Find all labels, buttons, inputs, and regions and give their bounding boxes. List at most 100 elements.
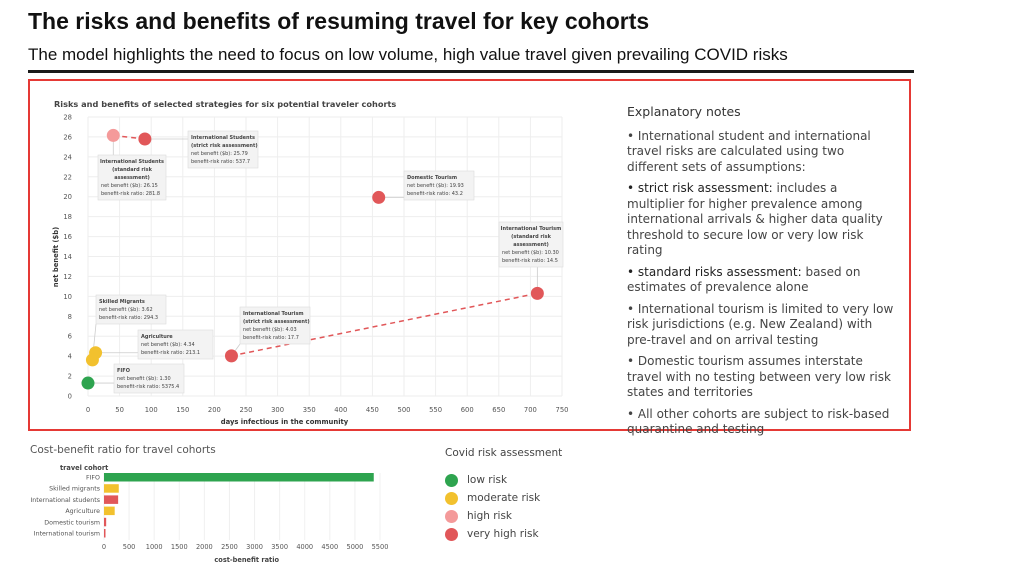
scatter-point	[372, 190, 386, 204]
note-3-text: based on estimates of prevalence alone	[627, 264, 861, 295]
callout-box	[113, 363, 185, 394]
y-tick-label: 26	[63, 133, 72, 141]
x-tick-label: 500	[398, 406, 411, 414]
x-tick-label: 0	[86, 406, 90, 414]
bar-category-label: FIFO	[86, 475, 100, 482]
y-tick-label: 8	[68, 313, 72, 321]
bar-category-label: International students	[30, 497, 100, 504]
callout-text: (strict risk assessment)	[191, 143, 258, 149]
callout-text: benefit-risk ratio: 213.1	[141, 350, 200, 356]
bar-tick-label: 3000	[246, 543, 263, 551]
risk-legend: Covid risk assessment low risk moderate …	[445, 447, 562, 543]
legend-title: Covid risk assessment	[445, 447, 563, 459]
bar-tick-label: 1500	[171, 543, 188, 551]
bar-tick-label: 3500	[271, 543, 288, 551]
note-6: • All other cohorts are subject to risk-…	[627, 406, 890, 437]
bar-x-axis-label: cost-benefit ratio	[214, 556, 279, 564]
callout-box	[239, 306, 311, 345]
note-4: • International tourism is limited to ve…	[627, 301, 894, 347]
legend-label: low risk	[467, 474, 508, 486]
callout-text: (standard risk	[112, 167, 152, 173]
bar-category-label: Domestic tourism	[44, 519, 100, 526]
legend-swatch	[445, 527, 458, 541]
bar-tick-label: 1000	[146, 543, 163, 551]
y-tick-label: 10	[63, 293, 72, 301]
x-tick-label: 150	[176, 406, 189, 414]
y-tick-label: 28	[63, 114, 72, 122]
y-tick-label: 18	[63, 213, 72, 221]
legend-swatch	[445, 491, 458, 505]
callout-text: benefit-risk ratio: 17.7	[243, 335, 299, 341]
bar	[104, 506, 115, 516]
callout-text: assessment)	[513, 242, 549, 248]
x-tick-label: 700	[524, 406, 537, 414]
x-tick-label: 650	[492, 406, 505, 414]
legend-item-low: low risk	[445, 471, 562, 489]
callout-text: assessment)	[114, 175, 150, 181]
y-tick-label: 20	[63, 193, 72, 201]
bar	[104, 473, 374, 482]
callout-box	[137, 329, 214, 360]
y-tick-label: 4	[68, 353, 72, 361]
title-divider	[28, 70, 914, 73]
bar-tick-label: 2000	[196, 543, 213, 551]
callout-text: benefit-risk ratio: 294.3	[99, 315, 158, 321]
callout-text: Skilled Migrants	[99, 299, 145, 305]
bar-tick-label: 5500	[372, 543, 389, 551]
legend-swatch	[445, 509, 458, 523]
x-tick-label: 550	[429, 406, 442, 414]
bar-tick-label: 2500	[221, 543, 238, 551]
bar-title: Cost-benefit ratio for travel cohorts	[30, 444, 216, 456]
y-tick-label: 24	[63, 153, 72, 161]
y-tick-label: 14	[63, 253, 72, 261]
callout-text: Agriculture	[141, 334, 173, 340]
bar	[104, 529, 106, 538]
legend-label: very high risk	[467, 528, 539, 540]
x-tick-label: 50	[115, 406, 124, 414]
x-axis-label: days infectious in the community	[221, 418, 349, 426]
callout-text: (standard risk	[511, 234, 551, 240]
bar	[104, 517, 107, 527]
callout-text: (strict risk assessment)	[243, 319, 310, 325]
callout-box	[187, 130, 259, 169]
x-tick-label: 350	[303, 406, 316, 414]
explanatory-notes: Explanatory notes • International studen…	[627, 104, 897, 444]
callout-text: benefit-risk ratio: 14.5	[502, 258, 558, 264]
bar-tick-label: 4000	[296, 543, 313, 551]
y-tick-label: 12	[63, 273, 72, 281]
callout-text: FIFO	[117, 368, 130, 374]
callout-text: benefit-risk ratio: 5375.4	[117, 384, 179, 390]
note-2-text: includes a multiplier for higher prevale…	[627, 181, 883, 257]
y-tick-label: 0	[68, 393, 72, 401]
bar-tick-label: 4500	[321, 543, 338, 551]
note-3-term: • standard risks assessment:	[627, 264, 802, 279]
x-tick-label: 450	[366, 406, 379, 414]
bar-tick-label: 500	[123, 543, 136, 551]
callout-text: net benefit ($b): 4.03	[243, 327, 297, 333]
y-tick-label: 22	[63, 173, 72, 181]
callout-text: benefit-risk ratio: 281.8	[101, 191, 160, 197]
callout-text: net benefit ($b): 3.62	[99, 307, 153, 313]
callout-text: net benefit ($b): 10.30	[502, 250, 559, 256]
x-tick-label: 750	[556, 406, 569, 414]
y-tick-label: 16	[63, 233, 72, 241]
callout-text: benefit-risk ratio: 43.2	[407, 191, 463, 197]
bar-category-label: International tourism	[34, 531, 100, 538]
x-tick-label: 300	[271, 406, 284, 414]
scatter-title: Risks and benefits of selected strategie…	[54, 99, 396, 109]
page-title: The risks and benefits of resuming trave…	[28, 8, 650, 34]
note-2-term: • strict risk assessment:	[627, 181, 773, 195]
dashed-connector	[231, 292, 538, 357]
callout-text: net benefit ($b): 19.93	[407, 183, 464, 189]
callout-box	[97, 154, 167, 201]
y-tick-label: 2	[68, 373, 72, 381]
callout-text: International Students	[191, 135, 255, 141]
legend-item-moderate: moderate risk	[445, 489, 562, 507]
bar	[104, 484, 119, 493]
x-tick-label: 250	[240, 406, 253, 414]
note-1: • International student and internationa…	[627, 128, 871, 174]
callout-box	[95, 294, 167, 325]
legend-label: moderate risk	[467, 492, 541, 504]
bar-category-label: Skilled migrants	[49, 486, 100, 493]
callout-text: International Tourism	[243, 311, 304, 317]
